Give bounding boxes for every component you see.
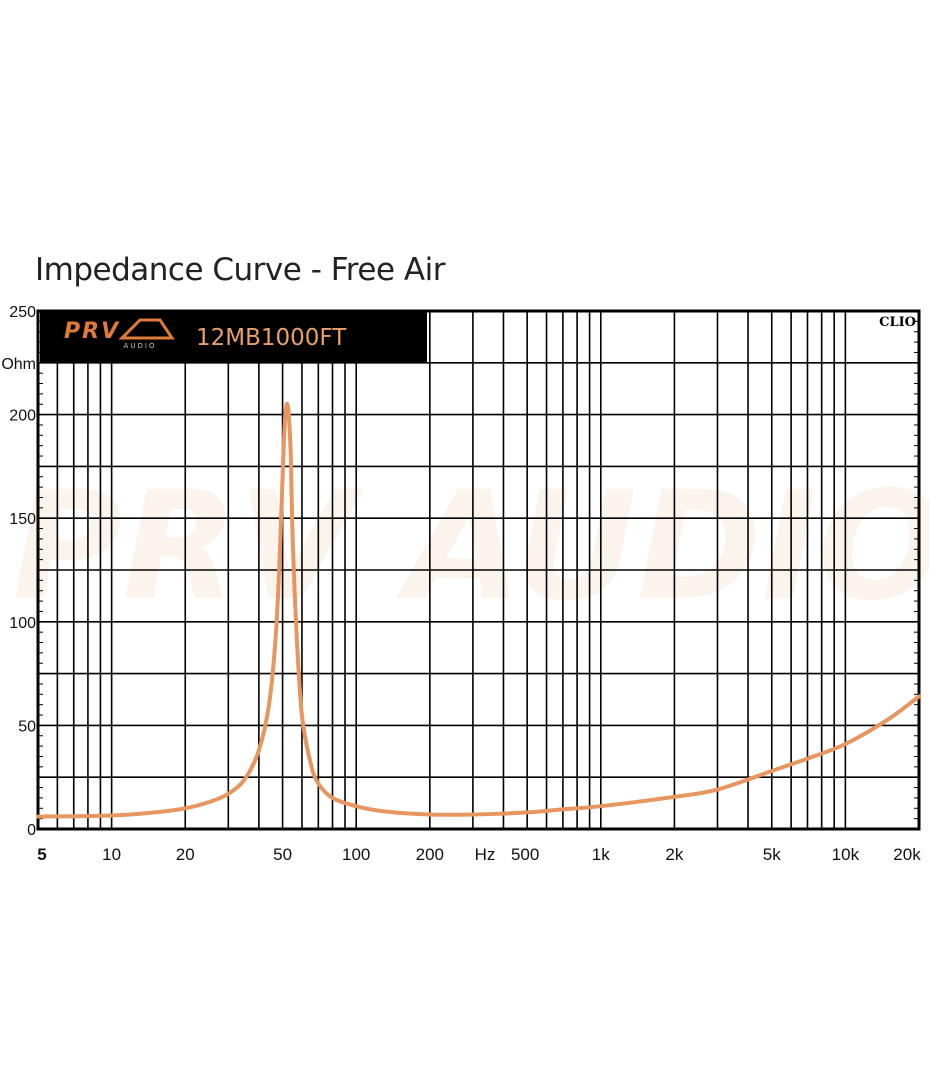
plot-frame: [36, 309, 921, 831]
x-tick-label: 500: [511, 845, 539, 864]
y-tick-label: 50: [18, 718, 36, 735]
x-tick-label: 20: [176, 845, 195, 864]
y-tick-label: 250: [9, 304, 36, 321]
y-tick-label: 200: [9, 408, 36, 425]
x-tick-label: 100: [342, 845, 370, 864]
impedance-curve: [36, 401, 921, 819]
x-tick-label: 20k: [893, 845, 921, 864]
x-tick-label: Hz: [475, 845, 496, 864]
banner-background: [40, 312, 427, 362]
y-axis-labels: 0 50 100 150 200 250 Ohm: [1, 304, 36, 839]
x-tick-label: 200: [416, 845, 444, 864]
y-tick-label: Ohm: [1, 356, 36, 373]
logo-sub-text: AUDIO: [124, 342, 157, 350]
clio-watermark: CLIO: [879, 315, 916, 330]
x-tick-label: 2k: [665, 845, 683, 864]
x-axis-labels: 5 10 20 50 100 200 Hz 500 1k 2k 5k 10k 20k: [37, 845, 921, 864]
y-tick-label: 0: [27, 822, 36, 839]
model-label: 12MB1000FT: [196, 325, 347, 351]
banner: PRV AUDIO 12MB1000FT: [40, 312, 427, 362]
x-tick-label: 5k: [763, 845, 781, 864]
x-tick-label: 50: [273, 845, 292, 864]
watermark-layer: PRV AUDIO: [12, 460, 929, 634]
x-tick-label: 10k: [832, 845, 860, 864]
chart-title: Impedance Curve - Free Air: [35, 252, 445, 288]
logo-wedge-shape: [118, 318, 175, 340]
grid-layer: [37, 311, 920, 829]
x-tick-label: 10: [102, 845, 121, 864]
y-tick-label: 100: [9, 615, 36, 632]
background-watermark-logo: PRV AUDIO: [12, 460, 929, 634]
x-tick-label: 1k: [592, 845, 610, 864]
logo-brand-text: PRV: [64, 319, 120, 344]
y-tick-label: 150: [9, 511, 36, 528]
x-tick-label: 5: [37, 845, 46, 864]
brand-logo: PRV AUDIO: [64, 318, 175, 350]
